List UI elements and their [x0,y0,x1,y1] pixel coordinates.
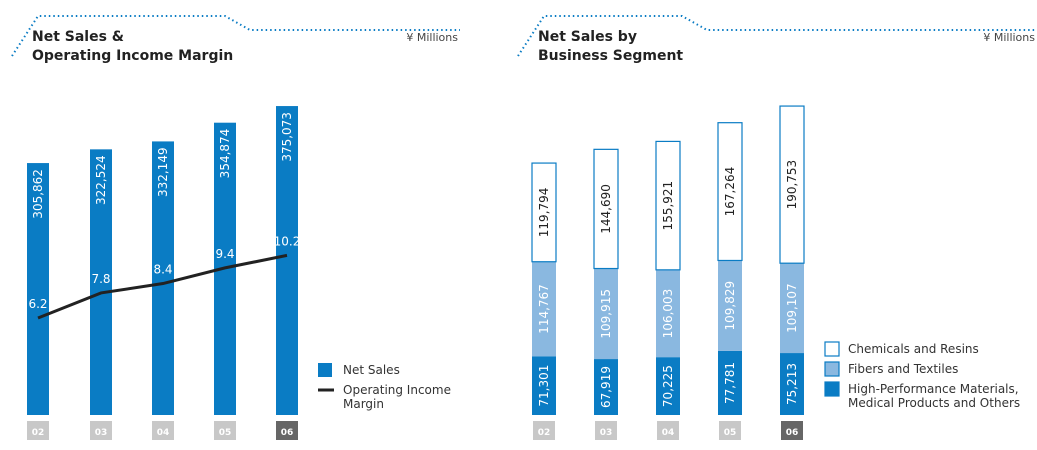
bar-segment [655,140,681,271]
value-label: 375,073 [280,112,294,162]
x-tick-label: 03 [95,428,108,438]
value-label: 9.4 [215,247,234,261]
legend-swatch [318,363,332,377]
value-label: 305,862 [31,169,45,219]
bar-segment [656,269,680,358]
legend-label: Net Sales [343,363,400,377]
value-label: 190,753 [785,160,799,210]
bar-segment [780,263,804,354]
x-tick-label: 02 [538,428,551,438]
value-label: 109,829 [723,281,737,331]
category-box [781,421,803,440]
legend-label: High-Performance Materials, Medical Prod… [848,382,1021,410]
bar [90,149,112,415]
value-label: 77,781 [723,362,737,404]
legend-label: Fibers and Textiles [848,362,959,376]
bar-segment [779,105,805,264]
bar-segment [718,260,742,351]
value-label: 144,690 [599,184,613,234]
value-label: 106,003 [661,289,675,339]
title-tab [517,15,1035,57]
bar-segment [594,359,618,415]
legend-label: Operating Income Margin [343,383,451,411]
legend-swatch [824,361,840,377]
category-box [533,421,555,440]
category-box [152,421,174,440]
category-box [657,421,679,440]
category-box [27,421,49,440]
bar-segment [780,353,804,415]
x-tick-label: 04 [662,428,675,438]
bar-segment [717,122,743,262]
x-tick-label: 05 [219,428,232,438]
value-label: 10.2 [274,234,301,248]
bar [276,106,298,415]
bar-segment [593,148,619,270]
value-label: 109,107 [785,283,799,333]
bar-segment [594,268,618,360]
bar-segment [656,357,680,415]
x-tick-label: 06 [786,428,799,438]
legend-label: Chemicals and Resins [848,342,979,356]
x-tick-label: 02 [32,428,45,438]
value-label: 67,919 [599,366,613,408]
value-label: 75,213 [785,363,799,405]
bar-segment [531,162,557,263]
value-label: 7.8 [91,272,110,286]
bar-segment [718,350,742,415]
title-tab [11,15,460,57]
bar-segment [532,261,556,357]
x-tick-label: 05 [724,428,737,438]
value-label: 155,921 [661,181,675,231]
category-box [276,421,298,440]
chart-title: Net Sales by [538,29,637,45]
category-box [719,421,741,440]
value-label: 70,225 [661,365,675,407]
legend-swatch [824,381,840,397]
value-label: 322,524 [94,155,108,205]
x-tick-label: 04 [157,428,170,438]
value-label: 8.4 [153,263,172,277]
category-box [214,421,236,440]
value-label: 167,264 [723,167,737,217]
chart-title: Net Sales & [32,29,124,45]
x-tick-label: 03 [600,428,613,438]
bar [152,141,174,415]
x-tick-label: 06 [281,428,294,438]
value-label: 332,149 [156,147,170,197]
value-label: 119,794 [537,188,551,238]
bar-segment [532,356,556,415]
value-label: 114,767 [537,284,551,334]
chart-title: Operating Income Margin [32,48,233,64]
value-label: 109,915 [599,289,613,339]
unit: ¥ Millions [983,31,1035,44]
line [37,253,288,320]
chart-title: Business Segment [538,48,683,64]
category-box [90,421,112,440]
value-label: 6.2 [28,297,47,311]
value-label: 354,874 [218,129,232,179]
category-box [595,421,617,440]
bar [27,163,49,415]
value-label: 71,301 [537,365,551,407]
legend-swatch [824,341,840,357]
unit: ¥ Millions [406,31,458,44]
